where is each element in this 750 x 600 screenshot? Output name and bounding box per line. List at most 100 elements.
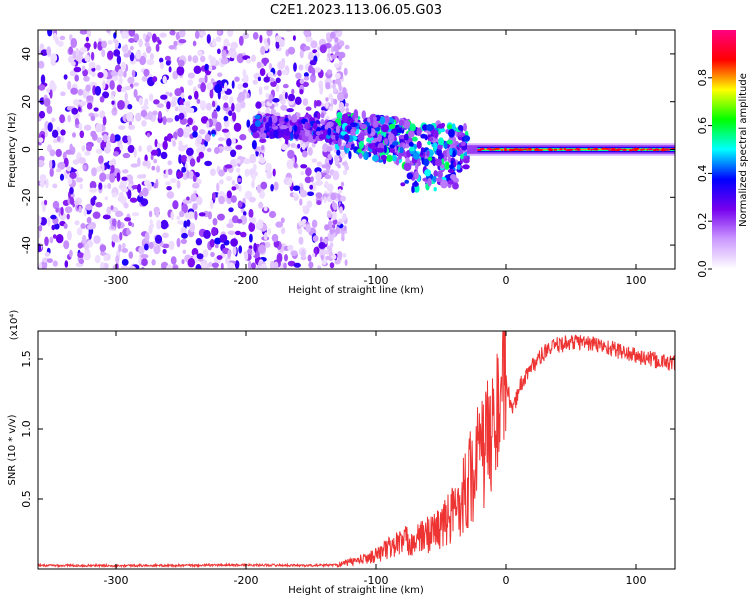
noise-blob (148, 210, 153, 218)
tone-peak (559, 148, 563, 151)
noise-blob (130, 163, 139, 168)
noise-blob (308, 51, 314, 60)
noise-blob (269, 77, 275, 83)
noise-blob (273, 261, 279, 269)
noise-blob (258, 244, 266, 254)
noise-blob (168, 240, 175, 250)
noise-blob (344, 102, 349, 107)
noise-blob (117, 195, 125, 203)
band-blob (353, 109, 359, 119)
noise-blob (153, 158, 158, 164)
noise-blob (343, 67, 348, 76)
noise-blob (72, 50, 77, 60)
noise-blob (328, 235, 334, 242)
noise-blob (160, 151, 168, 160)
noise-blob (114, 39, 119, 48)
noise-blob (63, 240, 70, 250)
noise-blob (83, 75, 90, 82)
noise-blob (300, 164, 308, 169)
noise-blob (99, 96, 105, 103)
noise-blob (326, 146, 333, 152)
noise-blob (301, 150, 308, 158)
noise-blob (70, 38, 78, 48)
noise-blob (79, 30, 88, 35)
noise-blob (320, 112, 325, 119)
noise-blob (90, 51, 95, 61)
band-blob (271, 122, 276, 128)
noise-blob (236, 218, 243, 224)
figure-title: C2E1.2023.113.06.05.G03 (270, 3, 442, 18)
noise-blob (228, 110, 233, 117)
noise-blob (169, 100, 177, 107)
noise-blob (344, 259, 348, 266)
noise-blob (102, 80, 106, 90)
noise-blob (38, 229, 41, 239)
noise-blob (286, 108, 294, 113)
band-blob (399, 147, 404, 154)
noise-blob (79, 183, 83, 190)
noise-blob (328, 93, 333, 100)
noise-blob (187, 72, 195, 79)
noise-blob (324, 180, 329, 188)
noise-blob (325, 82, 331, 90)
noise-blob (119, 144, 124, 151)
noise-blob (151, 259, 156, 266)
noise-blob (290, 250, 298, 257)
band-blob (341, 113, 349, 122)
band-blob (304, 121, 308, 130)
noise-blob (141, 174, 147, 179)
noise-blob (71, 107, 79, 115)
noise-blob (236, 53, 244, 64)
band-blob (254, 120, 261, 127)
noise-blob (165, 117, 174, 123)
noise-blob (216, 182, 220, 192)
noise-blob (38, 137, 44, 143)
noise-blob (304, 176, 312, 184)
noise-blob (315, 192, 323, 199)
snr-panel: -300 -200 -100 0 100 0.5 1.0 1.5 Height of str… (7, 310, 676, 596)
noise-blob (89, 187, 98, 193)
noise-blob (221, 49, 227, 60)
noise-blob (174, 88, 182, 97)
noise-blob (57, 40, 64, 47)
noise-blob (231, 102, 235, 112)
noise-blob (221, 128, 229, 133)
noise-blob (224, 164, 233, 169)
noise-blob (209, 238, 215, 248)
noise-blob (142, 160, 148, 167)
noise-blob (325, 97, 329, 102)
tone-peak (526, 148, 529, 151)
noise-blob (118, 244, 122, 253)
noise-blob (80, 223, 86, 229)
noise-blob (106, 30, 111, 34)
noise-blob (227, 262, 235, 269)
noise-blob (122, 169, 129, 174)
band-blob (335, 125, 340, 135)
band-blob (289, 125, 293, 133)
band-blob (367, 126, 372, 135)
noise-blob (325, 32, 331, 39)
noise-blob (142, 187, 149, 197)
noise-blob (140, 109, 148, 118)
band-blob (358, 153, 363, 159)
noise-blob (275, 77, 281, 84)
band-blob (261, 132, 267, 139)
noise-blob (330, 192, 337, 201)
noise-blob (109, 80, 115, 90)
band-blob (439, 128, 446, 133)
noise-blob (338, 54, 343, 62)
noise-blob (168, 45, 176, 50)
tone-peak (567, 148, 574, 151)
noise-blob (196, 134, 203, 145)
noise-blob (168, 66, 172, 73)
noise-blob (192, 182, 200, 189)
noise-blob (219, 179, 224, 185)
noise-blob (117, 69, 124, 78)
noise-blob (121, 187, 129, 193)
noise-blob (77, 88, 84, 96)
noise-blob (51, 129, 59, 138)
noise-blob (251, 54, 256, 63)
noise-blob (230, 238, 239, 247)
noise-blob (214, 237, 221, 245)
noise-blob (72, 159, 80, 165)
